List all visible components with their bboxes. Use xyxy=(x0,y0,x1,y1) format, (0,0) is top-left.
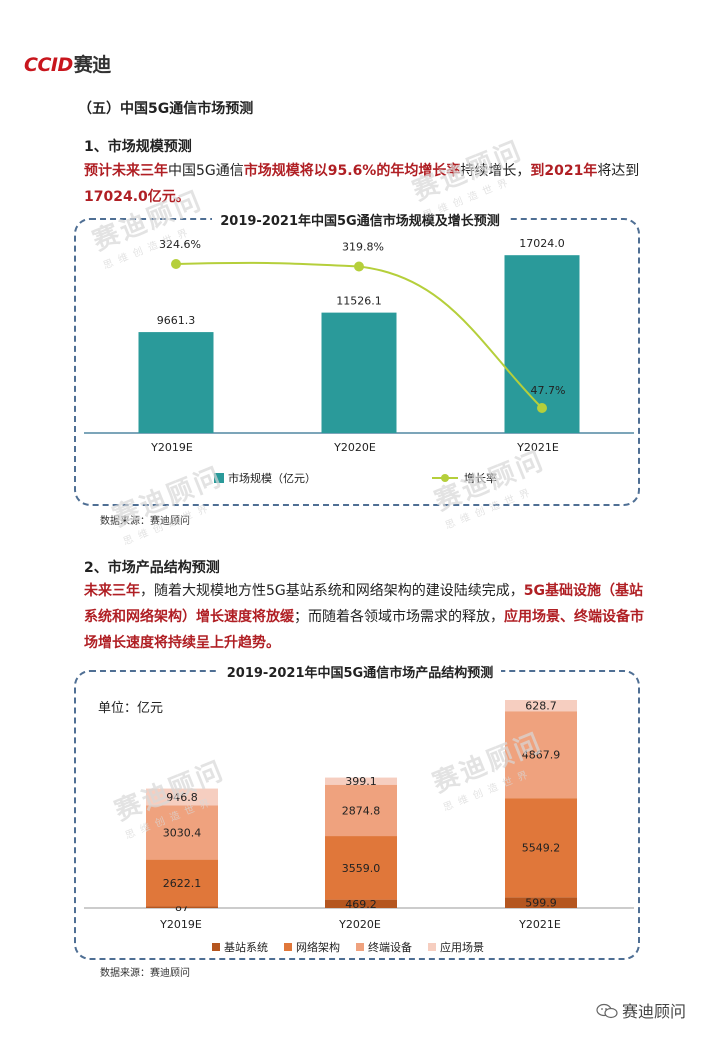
segment-data-label: 3030.4 xyxy=(163,827,202,840)
chart2-title: 2019-2021年中国5G通信市场产品结构预测 xyxy=(0,662,720,681)
bar-segment-network xyxy=(146,859,218,907)
segment-data-label: 4867.9 xyxy=(522,749,561,762)
bar-segment-network xyxy=(325,836,397,900)
paragraph-run: 5G基础设施（基站系统和网络架构）增长速度将放缓 xyxy=(84,583,643,625)
growth-rate-label: 47.7% xyxy=(531,384,566,397)
footer-brand-text: 赛迪顾问 xyxy=(622,1002,687,1021)
bar-segment-base-station xyxy=(146,906,218,908)
paragraph-run: ；而随着各领域市场需求的释放， xyxy=(294,609,504,625)
part1-title: 1、市场规模预测 xyxy=(84,139,192,155)
paragraph-run: 应用场景、终端设备市场增长速度将持续呈上升趋势。 xyxy=(84,609,644,651)
chart1-svg: 9661.3 Y2019E 11526.1 Y2020E 17024.0 Y2021E 32… xyxy=(84,237,634,485)
logo-ccid-text: CCID xyxy=(24,54,73,76)
legend-label: 基站系统 xyxy=(224,940,268,954)
section-title: （五）中国5G通信市场预测 xyxy=(78,101,254,117)
chart1-title: 2019-2021年中国5G通信市场规模及增长预测 xyxy=(0,210,720,229)
bar-data-label: 9661.3 xyxy=(157,314,196,327)
paragraph-run: 市场规模将以95.6%的年均增长率 xyxy=(243,163,461,179)
segment-data-label: 599.9 xyxy=(525,897,557,910)
x-tick-label: Y2020E xyxy=(338,918,381,931)
bar-market-size xyxy=(138,332,214,433)
segment-data-label: 946.8 xyxy=(166,791,198,804)
unit-label: 单位：亿元 xyxy=(98,701,163,716)
growth-rate-label: 324.6% xyxy=(159,238,201,251)
bar-data-label: 11526.1 xyxy=(336,295,382,308)
segment-data-label: 2874.8 xyxy=(342,804,381,817)
x-tick-label: Y2020E xyxy=(333,441,376,454)
ccid-logo: CCID赛迪 xyxy=(24,50,111,77)
legend-swatch-market-size xyxy=(214,473,224,483)
legend-label: 终端设备 xyxy=(368,940,412,954)
bar-data-label: 17024.0 xyxy=(519,237,565,250)
paragraph-run: ，随着大规模地方性5G基站系统和网络架构的建设陆续完成， xyxy=(140,583,524,599)
growth-rate-label: 319.8% xyxy=(342,240,384,253)
chart1-source: 数据来源：赛迪顾问 xyxy=(100,516,190,527)
wechat-icon xyxy=(596,1003,618,1019)
paragraph-run: 将达到 xyxy=(597,163,640,179)
paragraph-run: 持续增长， xyxy=(460,163,531,179)
paragraph-run: 17024.0亿元。 xyxy=(84,189,190,205)
x-tick-label: Y2021E xyxy=(518,918,561,931)
bar-segment-terminal xyxy=(325,784,397,837)
bar-market-size xyxy=(321,312,397,433)
paragraph-run: 中国5G通信 xyxy=(168,163,244,179)
chart2-svg: 单位：亿元872622.13030.4946.8Y2019E469.23559.… xyxy=(84,700,634,954)
segment-data-label: 469.2 xyxy=(345,898,377,911)
segment-data-label: 2622.1 xyxy=(163,877,202,890)
part2-paragraph: 未来三年，随着大规模地方性5G基站系统和网络架构的建设陆续完成，5G基础设施（基… xyxy=(84,578,644,656)
x-tick-label: Y2019E xyxy=(150,441,193,454)
part1-paragraph: 预计未来三年中国5G通信市场规模将以95.6%的年均增长率持续增长，到2021年… xyxy=(84,158,644,210)
legend-swatch-growth-rate-dot xyxy=(441,474,449,482)
growth-rate-point xyxy=(171,259,181,269)
bar-segment-base-station xyxy=(505,897,577,908)
x-tick-label: Y2019E xyxy=(159,918,202,931)
legend-swatch xyxy=(428,943,436,951)
x-tick-label: Y2021E xyxy=(516,441,559,454)
segment-data-label: 3559.0 xyxy=(342,862,381,875)
bar-segment-network xyxy=(505,798,577,898)
legend-label: 网络架构 xyxy=(296,940,340,954)
paragraph-run: 到2021年 xyxy=(530,163,598,179)
growth-rate-point xyxy=(537,403,547,413)
logo-cn-text: 赛迪 xyxy=(73,54,112,76)
bar-segment-terminal xyxy=(505,711,577,799)
part2-title: 2、市场产品结构预测 xyxy=(84,560,220,576)
segment-data-label: 628.7 xyxy=(525,700,557,713)
bar-segment-application xyxy=(325,777,397,785)
legend-swatch xyxy=(356,943,364,951)
bar-segment-terminal xyxy=(146,805,218,860)
bar-segment-application xyxy=(146,788,218,806)
legend-label-growth-rate: 增长率 xyxy=(464,471,497,485)
bar-segment-application xyxy=(505,700,577,712)
segment-data-label: 5549.2 xyxy=(522,842,561,855)
paragraph-run: 预计未来三年 xyxy=(84,163,168,179)
legend-swatch xyxy=(284,943,292,951)
growth-rate-point xyxy=(354,261,364,272)
legend-swatch xyxy=(212,943,220,951)
segment-data-label: 399.1 xyxy=(345,775,377,788)
legend-label-market-size: 市场规模（亿元） xyxy=(228,471,316,485)
chart2-source: 数据来源：赛迪顾问 xyxy=(100,968,190,979)
paragraph-run: 未来三年 xyxy=(84,583,140,599)
legend-label: 应用场景 xyxy=(440,940,484,954)
bar-segment-base-station xyxy=(325,899,397,908)
footer-brand: 赛迪顾问 xyxy=(596,998,686,1022)
